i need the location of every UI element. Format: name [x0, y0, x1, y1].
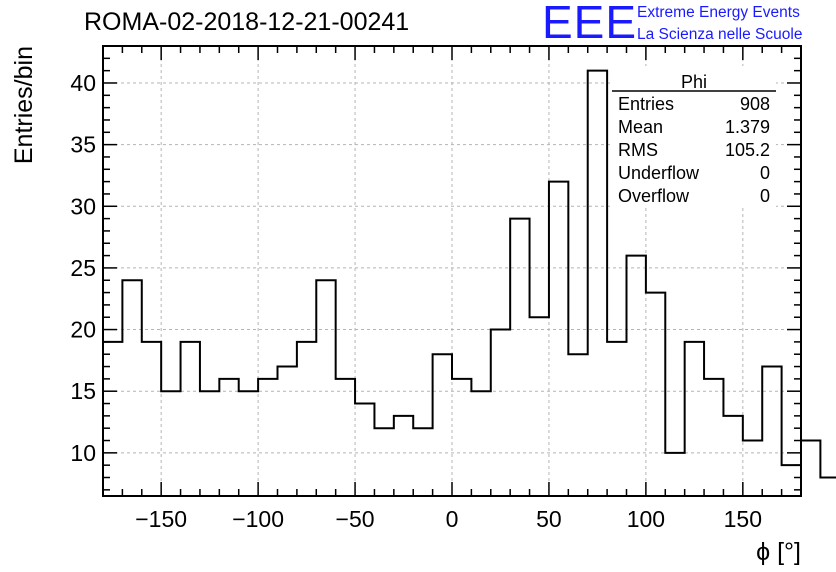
- histogram-bin: [607, 342, 626, 496]
- y-tick-label: 20: [70, 317, 96, 343]
- histogram-bin: [200, 391, 219, 496]
- histogram-bin: [743, 441, 762, 496]
- x-tick-label: 150: [724, 506, 762, 532]
- eee-logo: EEE Extreme Energy Events La Scienza nel…: [542, 0, 832, 48]
- histogram-bin: [588, 71, 607, 496]
- axes: −150 −100 −50 0 50 100 150 10 15 20 25 30 35 40 ϕ [°] E…: [10, 45, 802, 566]
- logo-line-1: Extreme Energy Events: [637, 4, 800, 21]
- histogram-bin: [278, 367, 297, 496]
- eee-logo-mark: EEE: [542, 0, 638, 48]
- histogram-bin: [471, 391, 490, 496]
- stats-row-value: 105.2: [725, 140, 770, 160]
- histogram-bars: [103, 69, 836, 496]
- x-tick-label: 0: [446, 506, 459, 532]
- y-tick-label: 35: [70, 132, 96, 158]
- x-tick-label: −150: [135, 506, 187, 532]
- x-tick-label: −100: [232, 506, 284, 532]
- x-axis-label: ϕ [°]: [756, 538, 801, 566]
- histogram-bin: [510, 219, 529, 496]
- histogram-bin: [665, 453, 684, 496]
- stats-box: Phi Entries 908 Mean 1.379 RMS 105.2 Underflow 0…: [612, 66, 776, 208]
- histogram-bin: [491, 330, 510, 496]
- histogram-bin: [142, 342, 161, 496]
- stats-row-value: 0: [760, 186, 770, 206]
- y-axis-label: Entries/bin: [10, 46, 38, 164]
- stats-box-background: [612, 66, 776, 208]
- x-tick-label: −50: [336, 506, 375, 532]
- histogram-bin: [568, 354, 587, 496]
- stats-row-label: Entries: [618, 94, 674, 114]
- y-tick-label: 10: [70, 440, 96, 466]
- histogram-bin: [239, 391, 258, 496]
- logo-line-2: La Scienza nelle Scuole: [637, 26, 803, 43]
- y-tick-label: 25: [70, 255, 96, 281]
- histogram-bin: [161, 391, 180, 496]
- histogram-bin: [297, 342, 316, 496]
- histogram-bin: [336, 379, 355, 496]
- x-tick-label: 100: [627, 506, 665, 532]
- y-tick-label: 30: [70, 193, 96, 219]
- histogram-bin: [258, 379, 277, 496]
- chart-title: ROMA-02-2018-12-21-00241: [84, 8, 410, 36]
- histogram-bin: [723, 416, 742, 496]
- histogram-bin: [394, 416, 413, 496]
- histogram-bin: [530, 317, 549, 496]
- histogram-bin: [704, 379, 723, 496]
- histogram-bin: [549, 182, 568, 496]
- histogram-bin: [452, 379, 471, 496]
- histogram-bin: [374, 428, 393, 496]
- histogram-bin: [413, 428, 432, 496]
- stats-row-label: RMS: [618, 140, 658, 160]
- stats-row-value: 0: [760, 163, 770, 183]
- stats-box-title: Phi: [681, 72, 707, 92]
- histogram-bin: [801, 441, 820, 496]
- x-tick-label: 50: [536, 506, 562, 532]
- histogram-bin: [782, 465, 801, 496]
- histogram-bin: [820, 478, 836, 496]
- histogram-bin: [646, 293, 665, 496]
- y-tick-label: 15: [70, 378, 96, 404]
- histogram-outline: [103, 69, 836, 479]
- stats-row-label: Mean: [618, 117, 663, 137]
- histogram-bin: [355, 404, 374, 496]
- histogram-bin: [122, 280, 141, 496]
- stats-row-value: 1.379: [725, 117, 770, 137]
- stats-row-label: Overflow: [618, 186, 690, 206]
- stats-row-value: 908: [740, 94, 770, 114]
- histogram-bin: [103, 342, 122, 496]
- histogram-bin: [433, 354, 452, 496]
- y-tick-label: 40: [70, 70, 96, 96]
- histogram-bin: [316, 280, 335, 496]
- histogram-bin: [685, 342, 704, 496]
- histogram-bin: [219, 379, 238, 496]
- histogram-bin: [762, 367, 781, 496]
- histogram-bin: [627, 256, 646, 496]
- stats-row-label: Underflow: [618, 163, 700, 183]
- histogram-bin: [181, 342, 200, 496]
